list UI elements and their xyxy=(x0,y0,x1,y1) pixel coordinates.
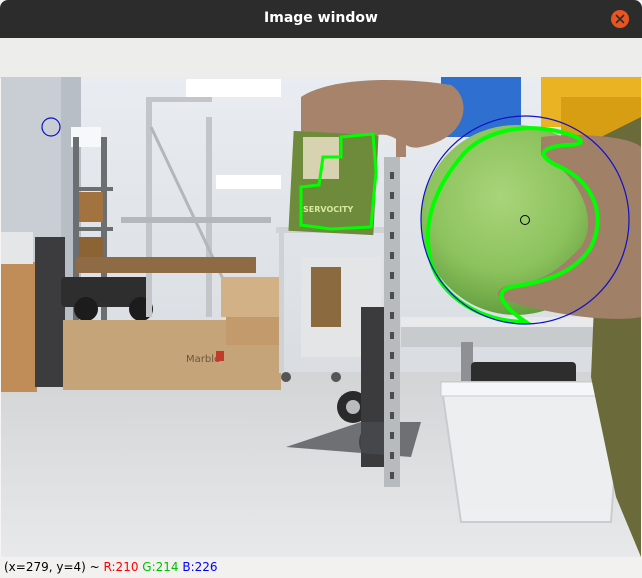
left-box xyxy=(1,262,37,392)
storage-bin xyxy=(441,382,621,522)
window-title: Image window xyxy=(0,10,642,26)
cursor-coords: (x=279, y=4) ~ xyxy=(4,560,100,574)
toolbar xyxy=(0,38,642,78)
red-value: R:210 xyxy=(104,560,139,574)
green-value: G:214 xyxy=(142,560,178,574)
title-bar: Image window xyxy=(0,0,642,38)
image-canvas[interactable]: Marble xyxy=(1,77,641,557)
camera-image: Marble xyxy=(1,77,641,557)
box-label: Marble xyxy=(186,354,220,365)
status-bar: (x=279, y=4) ~ R:210 G:214 B:226 xyxy=(0,557,642,578)
blue-value: B:226 xyxy=(182,560,217,574)
sign-text: SERVOCITY xyxy=(303,205,354,214)
close-icon xyxy=(615,14,625,24)
close-button[interactable] xyxy=(611,10,629,28)
